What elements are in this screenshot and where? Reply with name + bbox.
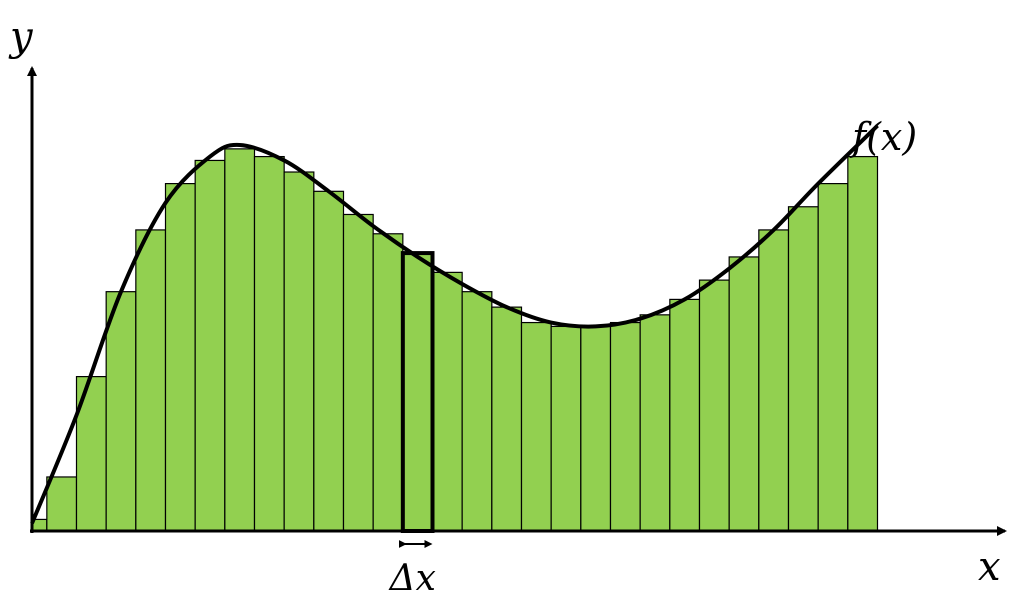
bar-5 xyxy=(135,229,167,532)
bar-28 xyxy=(817,183,849,532)
bar-20 xyxy=(580,325,612,532)
y-axis-label: y xyxy=(8,14,34,60)
bar-7 xyxy=(194,159,226,532)
bar-21 xyxy=(609,321,641,532)
bar-4 xyxy=(105,291,137,532)
bar-18 xyxy=(520,321,552,532)
function-curve xyxy=(30,124,879,525)
bar-23 xyxy=(669,298,701,532)
bar-10 xyxy=(283,171,315,532)
x-axis-label: x xyxy=(978,544,1001,590)
bar-25 xyxy=(728,256,760,532)
bar-19 xyxy=(550,325,582,532)
bar-17 xyxy=(491,306,523,532)
bar-27 xyxy=(787,206,819,532)
function-label: f(x) xyxy=(849,115,917,159)
bar-26 xyxy=(758,229,790,532)
bar-29 xyxy=(847,155,879,532)
bar-15 xyxy=(431,271,463,532)
bar-9 xyxy=(253,155,285,532)
rectangle-bars xyxy=(31,148,879,532)
bar-11 xyxy=(313,190,345,532)
bar-13 xyxy=(372,233,404,532)
bar-24 xyxy=(698,279,730,532)
bar-14 xyxy=(402,252,434,532)
bar-2 xyxy=(46,476,78,532)
delta-x-label: Δx xyxy=(388,558,436,599)
bar-12 xyxy=(342,213,374,532)
bar-16 xyxy=(461,291,493,532)
bar-8 xyxy=(224,148,256,532)
bar-6 xyxy=(164,183,196,532)
bar-22 xyxy=(639,314,671,532)
